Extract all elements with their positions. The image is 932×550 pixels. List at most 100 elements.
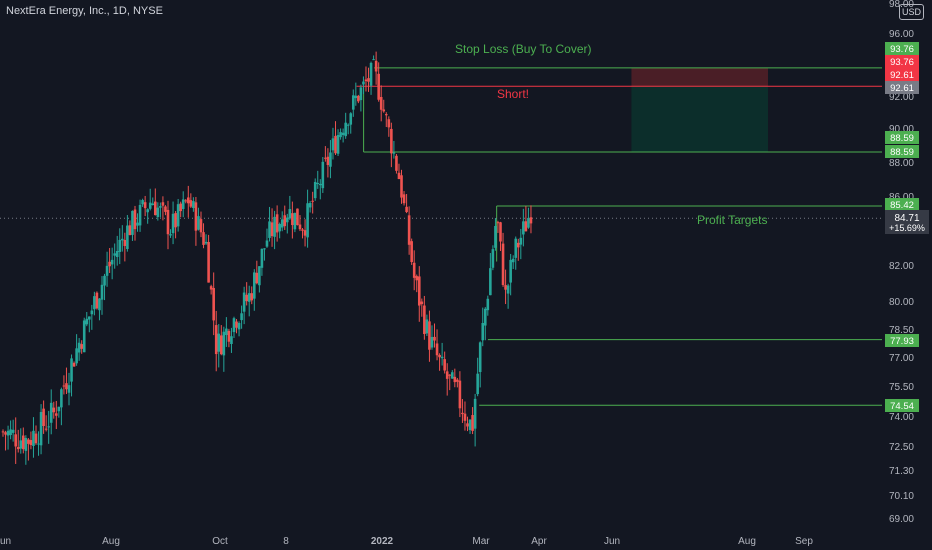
candle-body bbox=[415, 276, 419, 281]
candle-body bbox=[37, 443, 40, 445]
candle-body bbox=[316, 183, 320, 185]
y-tick-label: 92.00 bbox=[889, 92, 914, 103]
candle-body bbox=[384, 114, 388, 116]
price-label-text: 88.59 bbox=[890, 133, 914, 144]
candle-body bbox=[227, 330, 231, 342]
levels-layer bbox=[0, 67, 882, 406]
candle-body bbox=[242, 292, 246, 312]
candle-body bbox=[524, 221, 528, 232]
candle-body bbox=[189, 200, 193, 207]
candle-body bbox=[118, 239, 122, 252]
candle-body bbox=[489, 268, 492, 296]
candle-body bbox=[133, 209, 137, 230]
candle-body bbox=[169, 234, 172, 236]
candle-body bbox=[359, 87, 363, 101]
y-tick-label: 80.00 bbox=[889, 297, 914, 308]
candle-body bbox=[171, 213, 175, 234]
candle-body bbox=[240, 313, 243, 321]
candle-body bbox=[151, 203, 155, 206]
candle-body bbox=[283, 215, 287, 227]
candle-body bbox=[34, 433, 38, 444]
candle-body bbox=[44, 428, 48, 430]
price-label-text: 92.61 bbox=[890, 83, 914, 94]
candle-body bbox=[232, 318, 236, 333]
price-label-text: 74.54 bbox=[890, 401, 914, 412]
candle-body bbox=[349, 113, 353, 125]
candle-body bbox=[372, 59, 375, 61]
candle-body bbox=[159, 206, 162, 208]
candle-body bbox=[72, 362, 76, 367]
short-annotation: Short! bbox=[497, 87, 530, 101]
candle-body bbox=[255, 272, 259, 284]
candle-body bbox=[42, 408, 45, 427]
candle-body bbox=[6, 430, 10, 436]
price-label-badge: 88.59 bbox=[885, 145, 919, 158]
candle-body bbox=[364, 79, 368, 82]
y-tick-label: 77.00 bbox=[889, 353, 914, 364]
candle-body bbox=[245, 294, 248, 302]
candle-body bbox=[131, 210, 134, 235]
candle-body bbox=[306, 203, 309, 238]
candle-body bbox=[318, 183, 322, 186]
y-tick-label: 82.00 bbox=[889, 261, 914, 272]
candle-body bbox=[313, 181, 317, 199]
candle-body bbox=[156, 207, 160, 217]
candle-body bbox=[417, 276, 421, 306]
candle-body bbox=[430, 336, 434, 348]
candle-body bbox=[199, 219, 203, 233]
chart-title: NextEra Energy, Inc., 1D, NYSE bbox=[6, 5, 163, 17]
candle-body bbox=[529, 217, 533, 224]
candle-body bbox=[369, 62, 373, 86]
candle-body bbox=[270, 222, 274, 237]
candle-body bbox=[423, 305, 426, 335]
candle-body bbox=[164, 206, 167, 212]
candle-body bbox=[506, 285, 510, 294]
candle-body bbox=[387, 119, 391, 128]
x-tick-label: 8 bbox=[283, 536, 289, 547]
candle-body bbox=[184, 200, 188, 202]
candle-body bbox=[197, 216, 200, 230]
candle-body bbox=[275, 214, 279, 233]
candle-body bbox=[428, 321, 431, 350]
candle-body bbox=[90, 310, 94, 315]
position-reward-zone bbox=[631, 86, 768, 152]
price-label-badge: 85.42 bbox=[885, 198, 919, 211]
candle-body bbox=[278, 223, 281, 232]
candle-body bbox=[263, 248, 266, 250]
candle-body bbox=[501, 243, 505, 285]
candle-body bbox=[85, 318, 89, 325]
candle-body bbox=[29, 440, 33, 445]
candle-body bbox=[496, 222, 500, 224]
candle-body bbox=[225, 328, 228, 336]
candle-body bbox=[374, 60, 378, 72]
candle-body bbox=[303, 230, 307, 236]
candle-body bbox=[80, 344, 83, 349]
y-tick-label: 75.50 bbox=[889, 382, 914, 393]
price-label-badge: 93.76 bbox=[885, 55, 919, 68]
profit-targets-annotation: Profit Targets bbox=[697, 213, 768, 227]
candle-body bbox=[212, 288, 215, 321]
candle-body bbox=[209, 286, 213, 290]
candle-body bbox=[207, 242, 210, 283]
candle-body bbox=[115, 251, 119, 258]
candle-body bbox=[1, 431, 5, 433]
x-tick-label: Aug bbox=[102, 536, 120, 547]
candle-body bbox=[120, 238, 124, 241]
candle-body bbox=[311, 200, 314, 202]
candle-body bbox=[181, 199, 185, 209]
x-tick-label: Oct bbox=[212, 536, 228, 547]
candle-body bbox=[141, 200, 144, 205]
candle-body bbox=[412, 262, 416, 278]
candle-body bbox=[110, 259, 114, 265]
y-tick-label: 78.50 bbox=[889, 325, 914, 336]
position-risk-zone bbox=[631, 67, 768, 87]
candle-body bbox=[461, 412, 464, 415]
x-tick-label: Sep bbox=[795, 536, 813, 547]
candle-body bbox=[98, 298, 101, 311]
currency-badge[interactable]: USD bbox=[899, 4, 924, 20]
candle-body bbox=[148, 202, 152, 209]
candle-body bbox=[11, 429, 15, 433]
candle-body bbox=[362, 81, 365, 85]
